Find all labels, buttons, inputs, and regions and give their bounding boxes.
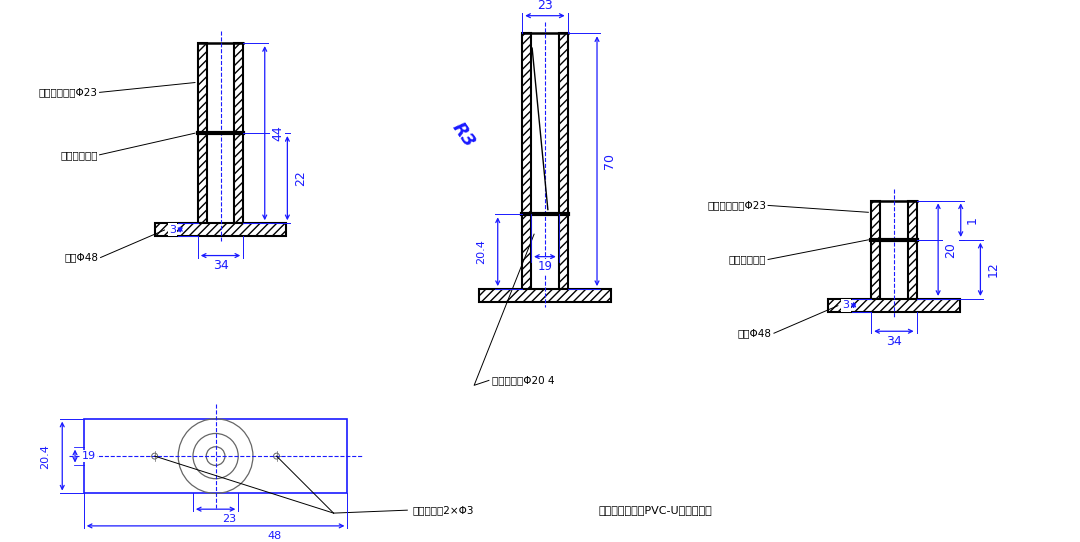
- Text: 12: 12: [987, 261, 1000, 277]
- FancyBboxPatch shape: [480, 289, 611, 302]
- FancyBboxPatch shape: [558, 34, 567, 289]
- FancyBboxPatch shape: [198, 43, 206, 223]
- FancyBboxPatch shape: [523, 34, 531, 289]
- Text: 19: 19: [538, 260, 552, 273]
- FancyBboxPatch shape: [907, 201, 917, 299]
- FancyBboxPatch shape: [872, 201, 880, 299]
- Text: 34: 34: [213, 259, 228, 272]
- Text: 22: 22: [294, 170, 307, 186]
- Text: R3: R3: [448, 119, 478, 151]
- Text: 底座Φ48: 底座Φ48: [65, 253, 98, 262]
- Text: 19: 19: [82, 451, 96, 461]
- Text: 3: 3: [842, 300, 849, 310]
- Text: 承插管内径Φ20 4: 承插管内径Φ20 4: [491, 376, 554, 385]
- Text: 20.4: 20.4: [476, 240, 486, 264]
- Text: 底座固定吖2×Φ3: 底座固定吖2×Φ3: [413, 505, 474, 515]
- Text: 34: 34: [886, 334, 902, 347]
- Bar: [531, 34, 558, 289]
- Text: 1: 1: [966, 216, 980, 224]
- FancyBboxPatch shape: [828, 299, 960, 312]
- Text: 20.4: 20.4: [41, 444, 51, 468]
- Text: 承插管体外径Φ23: 承插管体外径Φ23: [39, 87, 97, 98]
- Bar: [84, 419, 348, 493]
- Text: 48: 48: [268, 531, 282, 541]
- Text: 底座Φ48: 底座Φ48: [738, 328, 772, 338]
- FancyBboxPatch shape: [154, 223, 286, 236]
- Text: 44: 44: [271, 125, 284, 141]
- Text: 23: 23: [222, 514, 237, 524]
- Bar: [880, 201, 907, 299]
- Bar: [206, 43, 234, 223]
- Text: 70: 70: [604, 153, 617, 169]
- Text: 20: 20: [944, 242, 957, 257]
- Text: 3: 3: [168, 224, 176, 235]
- FancyBboxPatch shape: [234, 43, 243, 223]
- Text: 注：件体材料为PVC-U塑料，铸件: 注：件体材料为PVC-U塑料，铸件: [599, 505, 713, 515]
- Text: 承插管内限位: 承插管内限位: [729, 255, 766, 264]
- Text: 23: 23: [537, 0, 553, 12]
- Text: 承插管体外径Φ23: 承插管体外径Φ23: [707, 201, 766, 210]
- Text: 承插管内限位: 承插管内限位: [60, 150, 97, 160]
